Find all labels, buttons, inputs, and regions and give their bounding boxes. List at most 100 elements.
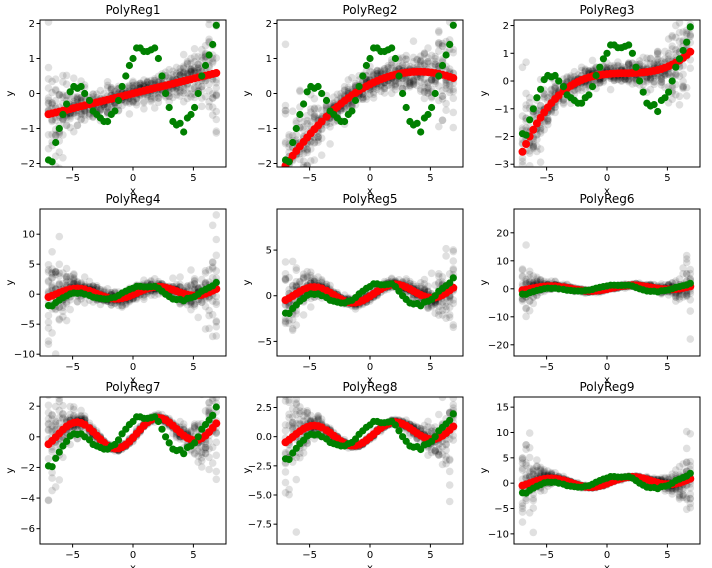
sample-point — [682, 83, 691, 92]
sample-point — [310, 275, 319, 283]
sample-point — [551, 108, 559, 117]
sample-point — [344, 83, 353, 92]
sample-point — [585, 67, 593, 75]
sample-point — [525, 149, 534, 157]
sample-point — [317, 134, 326, 142]
observed-point — [417, 128, 425, 136]
sample-point — [103, 104, 112, 112]
sample-point — [424, 84, 432, 93]
observed-point — [59, 110, 67, 119]
sample-point — [518, 297, 527, 305]
sample-point — [657, 75, 666, 83]
sample-point — [639, 53, 647, 62]
observed-point — [679, 46, 687, 55]
sample-point — [55, 130, 64, 138]
sample-point — [614, 58, 622, 66]
sample-point — [413, 81, 421, 90]
sample-point — [303, 267, 312, 276]
sample-point — [66, 305, 74, 314]
sample-point — [212, 91, 221, 100]
sample-point — [147, 76, 155, 85]
sample-point — [340, 86, 349, 94]
sample-point — [424, 89, 432, 97]
sample-point — [449, 265, 458, 273]
sample-point — [299, 311, 308, 319]
sample-point — [212, 129, 221, 137]
sample-point — [48, 474, 56, 482]
x-axis-label: x — [130, 186, 136, 197]
sample-point — [307, 268, 315, 277]
sample-point — [48, 283, 56, 291]
sample-point — [599, 78, 608, 86]
sample-point — [143, 78, 152, 87]
sample-point — [285, 176, 293, 184]
sample-point — [285, 316, 293, 324]
sample-point — [190, 66, 199, 75]
sample-point — [70, 274, 78, 282]
sample-point — [395, 79, 403, 88]
sample-point — [292, 310, 301, 318]
sample-point — [544, 116, 552, 125]
sample-point — [522, 101, 530, 109]
sample-point — [147, 291, 155, 299]
x-axis-label: x — [367, 186, 373, 197]
sample-point — [522, 241, 530, 249]
observed-point — [303, 88, 311, 96]
sample-point — [544, 117, 552, 126]
sample-point — [51, 270, 60, 279]
observed-point — [285, 309, 293, 318]
sample-point — [635, 57, 644, 65]
sample-point — [416, 56, 425, 64]
sample-point — [292, 264, 301, 272]
sample-point — [380, 84, 389, 93]
x-tick-label: 0 — [367, 173, 373, 184]
observed-point — [672, 63, 680, 71]
sample-point — [293, 168, 301, 176]
sample-point — [205, 311, 213, 320]
sample-point — [395, 78, 403, 87]
sample-point — [190, 276, 199, 285]
sample-point — [299, 274, 308, 283]
sample-point — [522, 58, 530, 66]
sample-point — [44, 415, 53, 423]
sample-point — [646, 54, 655, 63]
sample-point — [310, 94, 319, 103]
x-tick-label: −5 — [302, 173, 317, 184]
sample-point — [581, 85, 590, 93]
sample-point — [70, 403, 78, 411]
sample-point — [187, 281, 195, 290]
observed-point — [292, 124, 300, 133]
sample-point — [686, 289, 695, 298]
x-tick-label: 0 — [367, 362, 373, 373]
sample-point — [292, 131, 301, 139]
sample-point — [525, 297, 534, 305]
y-axis-label: y — [242, 279, 253, 285]
plot-area — [281, 20, 458, 184]
sample-point — [449, 48, 458, 57]
observed-point — [318, 89, 326, 98]
sample-point — [129, 97, 137, 106]
sample-point — [80, 412, 89, 420]
sample-point — [288, 325, 297, 333]
x-tick-label: 5 — [190, 173, 196, 184]
sample-point — [445, 297, 454, 305]
y-axis-label: y — [5, 279, 16, 285]
sample-point — [518, 161, 527, 167]
sample-point — [536, 102, 545, 110]
sample-point — [322, 102, 331, 110]
sample-point — [118, 301, 126, 310]
sample-point — [55, 397, 63, 400]
sample-point — [529, 142, 538, 150]
observed-point — [289, 138, 297, 147]
sample-point — [77, 406, 85, 415]
sample-point — [529, 143, 538, 151]
sample-point — [518, 157, 527, 166]
sample-point — [402, 79, 411, 88]
sample-point — [288, 107, 297, 115]
sample-point — [326, 123, 334, 131]
sample-point — [107, 84, 116, 92]
sample-point — [48, 425, 56, 434]
sample-point — [73, 96, 82, 104]
sample-point — [48, 248, 56, 256]
sample-point — [547, 85, 556, 94]
